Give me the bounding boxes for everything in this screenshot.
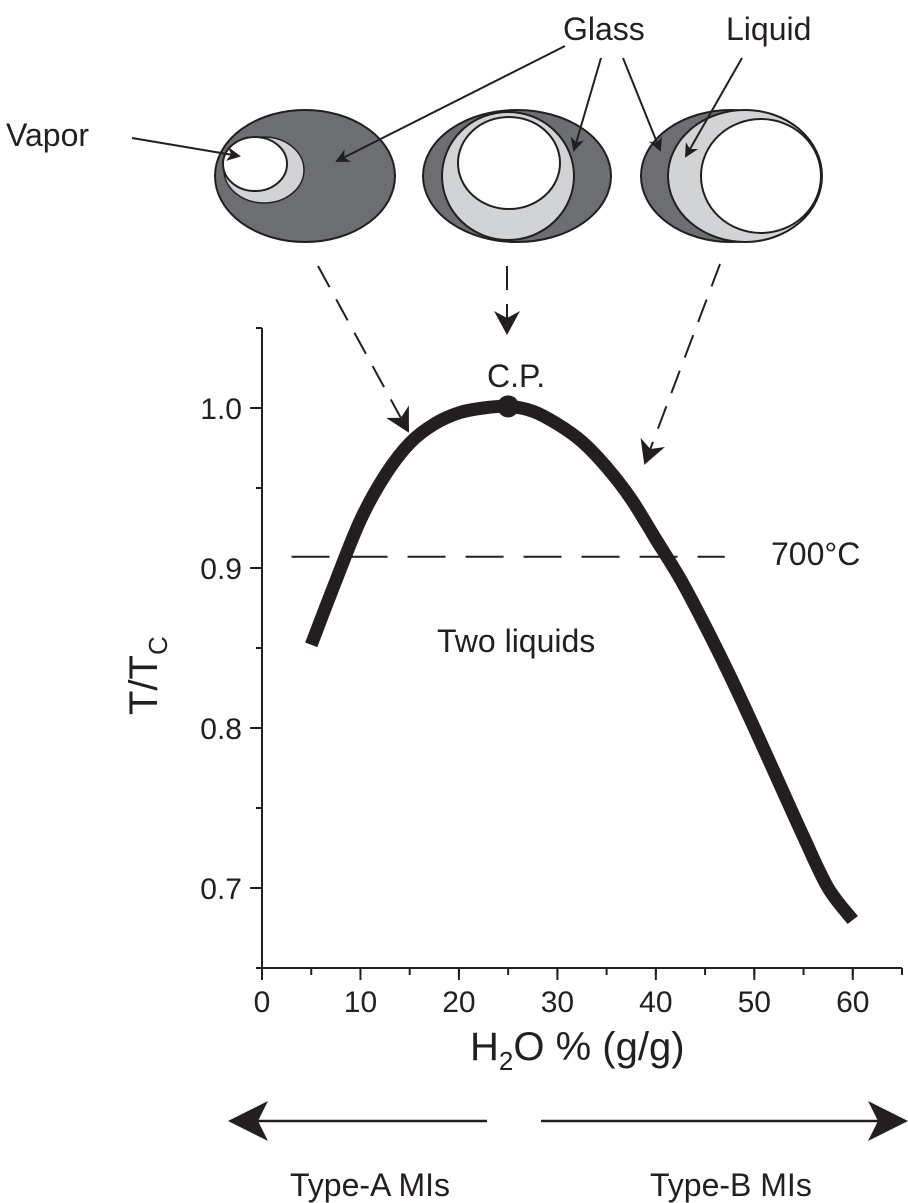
y-axis-title: T/TC [122, 636, 173, 715]
y-tick-label: 0.7 [200, 873, 242, 906]
x-tick-label: 60 [836, 986, 869, 1019]
x-tick-label: 0 [254, 986, 271, 1019]
region-label: Two liquids [437, 623, 595, 659]
y-tick-label: 0.8 [200, 713, 242, 746]
critical-point-label: C.P. [487, 358, 545, 394]
vapor-label: Vapor [6, 117, 89, 153]
x-tick-label: 20 [442, 986, 475, 1019]
inclusion-type-b [640, 109, 823, 243]
glass-pointer-cp [570, 57, 602, 152]
inclusion-critical [422, 109, 612, 243]
liquid-pointer [685, 57, 743, 158]
x-tick-label: 40 [639, 986, 672, 1019]
isotherm-label: 700°C [771, 536, 860, 572]
type-a-label: Type-A MIs [290, 1167, 450, 1203]
glass-pointer-a [335, 45, 566, 162]
vapor-bubble-b [700, 118, 822, 234]
glass-pointer-b [622, 57, 663, 152]
axes: 0 10 20 30 40 50 60 0.7 0.8 0.9 1.0 [200, 327, 903, 1019]
connector-type-b [640, 263, 721, 465]
x-axis-title-sub: 2 [499, 1046, 513, 1076]
type-b-label: Type-B MIs [650, 1167, 812, 1203]
vapor-bubble-a [222, 136, 288, 192]
liquid-label: Liquid [726, 11, 811, 47]
inclusion-type-a [214, 109, 396, 243]
x-tick-label: 10 [344, 986, 377, 1019]
y-axis-title-sub: C [143, 636, 173, 655]
connector-type-a [317, 265, 409, 433]
series-layer [305, 395, 858, 925]
x-axis-title: H2O % (g/g) [470, 1025, 685, 1076]
y-tick-label: 1.0 [200, 393, 242, 426]
critical-point-marker [497, 395, 520, 418]
x-tick-label: 50 [738, 986, 771, 1019]
solvus-curve [305, 399, 858, 925]
glass-label: Glass [563, 11, 645, 47]
y-tick-label: 0.9 [200, 553, 242, 586]
x-tick-label: 30 [541, 986, 574, 1019]
y-axis-title-main: T/T [122, 655, 166, 715]
x-axis-title-main: H [470, 1025, 499, 1069]
vapor-pointer [131, 137, 241, 161]
x-axis-title-rest: O % (g/g) [513, 1025, 684, 1069]
vapor-bubble-cp [457, 116, 561, 210]
